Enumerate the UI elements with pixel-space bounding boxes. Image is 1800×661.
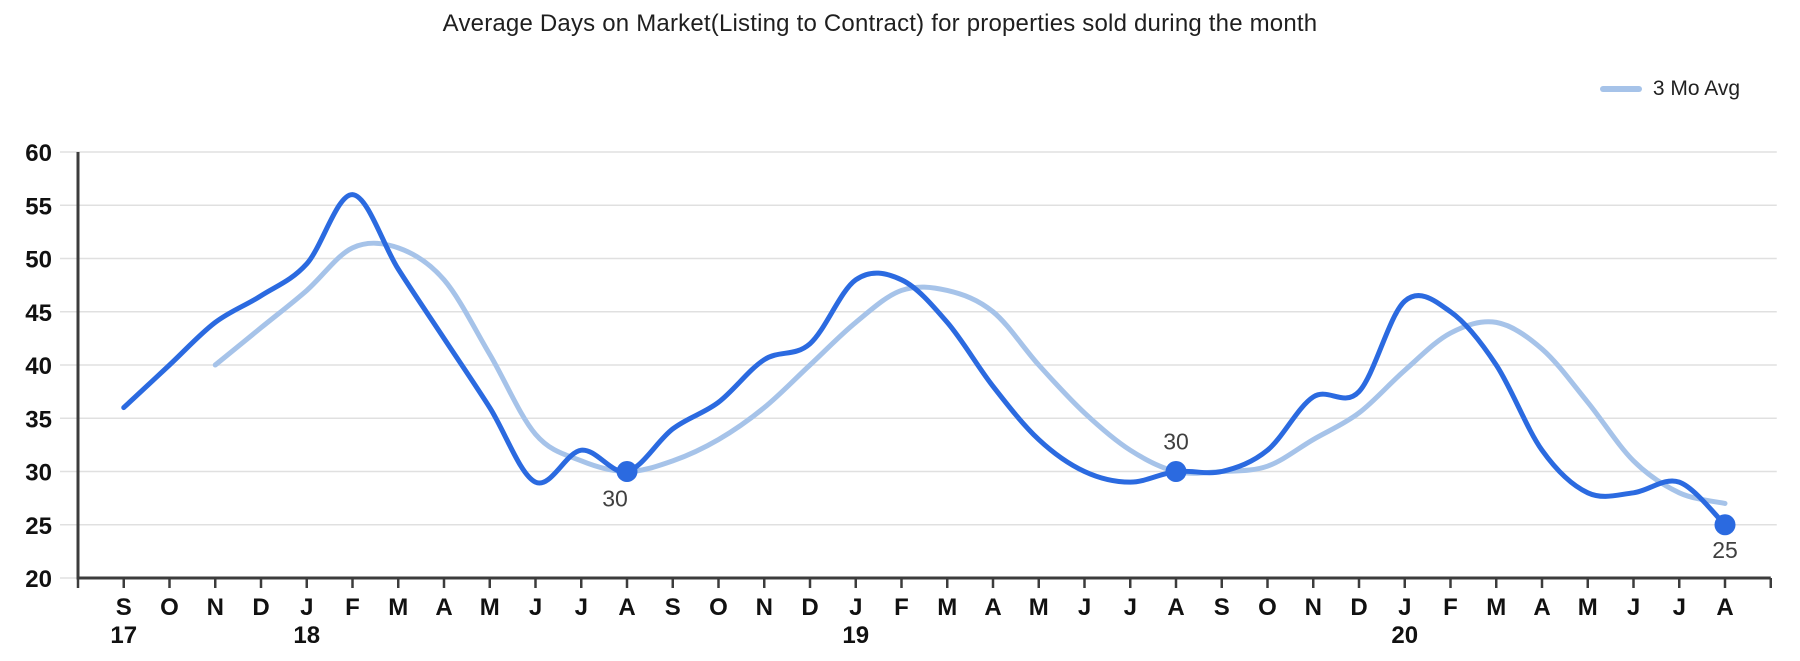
x-tick-label: A bbox=[1716, 594, 1733, 621]
x-tick-label: O bbox=[160, 594, 179, 621]
x-tick-label: O bbox=[709, 594, 728, 621]
x-tick-label: M bbox=[388, 594, 408, 621]
y-tick-label: 40 bbox=[25, 353, 52, 380]
y-tick-label: 55 bbox=[25, 193, 52, 220]
x-tick-label: J bbox=[1078, 594, 1091, 621]
data-point-marker bbox=[1165, 461, 1187, 482]
x-tick-label: A bbox=[1533, 594, 1550, 621]
x-tick-label: M bbox=[1578, 594, 1598, 621]
x-tick-label: M bbox=[1029, 594, 1049, 621]
series-line-3-mo-avg bbox=[212, 240, 1728, 506]
x-tick-label: M bbox=[480, 594, 500, 621]
x-tick-label: J bbox=[529, 594, 542, 621]
x-tick-label: J bbox=[1673, 594, 1686, 621]
legend: 3 Mo Avg bbox=[1599, 77, 1740, 101]
x-tick-label: N bbox=[756, 594, 773, 621]
x-tick-label: A bbox=[1167, 594, 1184, 621]
y-tick-label: 60 bbox=[25, 140, 52, 167]
y-tick-label: 45 bbox=[25, 300, 52, 327]
x-tick-label: A bbox=[618, 594, 635, 621]
data-point-marker bbox=[616, 461, 638, 482]
y-tick-label: 35 bbox=[25, 406, 52, 433]
x-tick-label: J bbox=[300, 594, 313, 621]
x-tick-label: S bbox=[116, 594, 132, 621]
x-tick-label: S bbox=[665, 594, 681, 621]
x-tick-label: N bbox=[207, 594, 224, 621]
chart-title: Average Days on Market(Listing to Contra… bbox=[442, 10, 1318, 37]
x-tick-label: J bbox=[1398, 594, 1411, 621]
data-point-label: 30 bbox=[1163, 429, 1189, 455]
x-tick-label: M bbox=[1486, 594, 1506, 621]
data-point-marker bbox=[1714, 514, 1736, 536]
year-label: 19 bbox=[842, 622, 869, 649]
y-tick-label: 20 bbox=[25, 566, 52, 593]
data-point-label: 30 bbox=[602, 486, 628, 512]
x-tick-label: A bbox=[435, 594, 452, 621]
x-tick-label: D bbox=[252, 594, 269, 621]
legend-swatch-3-mo-avg-line bbox=[1599, 86, 1642, 92]
x-tick-label: J bbox=[1627, 594, 1640, 621]
x-tick-label: D bbox=[801, 594, 818, 621]
x-tick-label: J bbox=[575, 594, 588, 621]
x-tick-label: J bbox=[849, 594, 862, 621]
x-tick-label: N bbox=[1305, 594, 1322, 621]
x-tick-label: F bbox=[1443, 594, 1458, 621]
series-line-average-days-on-market bbox=[121, 192, 1728, 528]
year-label: 17 bbox=[110, 622, 137, 649]
x-tick-label: F bbox=[345, 594, 360, 621]
x-tick-label: M bbox=[937, 594, 957, 621]
y-tick-label: 25 bbox=[25, 513, 52, 540]
x-tick-label: S bbox=[1214, 594, 1230, 621]
x-tick-label: F bbox=[894, 594, 909, 621]
x-tick-label: D bbox=[1350, 594, 1367, 621]
x-tick-label: J bbox=[1124, 594, 1137, 621]
legend-label-3-mo-avg: 3 Mo Avg bbox=[1652, 77, 1740, 100]
year-label: 18 bbox=[293, 622, 320, 649]
y-tick-label: 50 bbox=[25, 247, 52, 274]
x-tick-label: O bbox=[1258, 594, 1277, 621]
data-point-label: 25 bbox=[1712, 537, 1738, 563]
x-tick-label: A bbox=[984, 594, 1001, 621]
y-tick-label: 30 bbox=[25, 460, 52, 487]
year-label: 20 bbox=[1391, 622, 1418, 649]
